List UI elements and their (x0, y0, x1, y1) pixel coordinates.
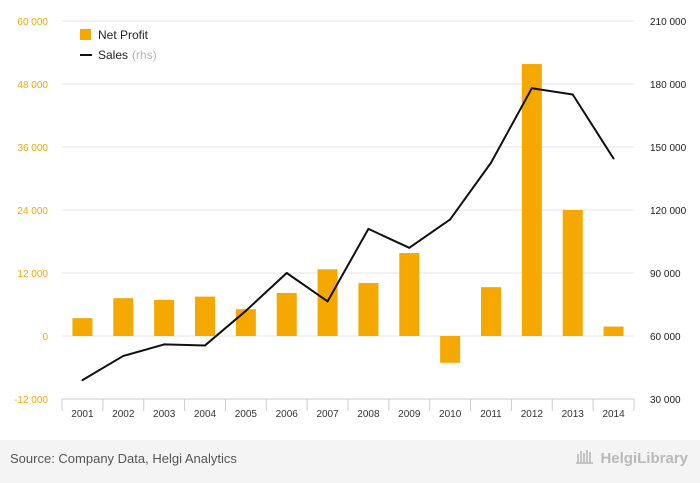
bar-net-profit (317, 269, 338, 336)
x-tick-label: 2003 (153, 409, 176, 420)
x-tick-label: 2014 (602, 409, 625, 420)
grid-layer (62, 20, 634, 400)
helgi-library-logo[interactable]: HelgiLibrary (576, 448, 688, 468)
source-text: Source: Company Data, Helgi Analytics (10, 451, 237, 466)
bar-net-profit (481, 287, 501, 336)
net-profit-sales-chart: -12 000 0 12 000 24 000 36 000 48 000 60 000 30… (14, 17, 687, 420)
y-left-tick-label: 36 000 (17, 143, 48, 154)
bar-net-profit (521, 64, 542, 337)
x-tick-label: 2012 (521, 409, 544, 420)
bar-net-profit (440, 336, 461, 363)
y-right-tick-label: 210 000 (650, 17, 687, 28)
bar-net-profit (72, 318, 93, 336)
bar-net-profit (399, 253, 420, 336)
legend: Net Profit Sales (rhs) (80, 28, 157, 62)
legend-note-rhs: (rhs) (132, 48, 157, 62)
x-tick-label: 2001 (71, 409, 94, 420)
axis-layer: -12 000 0 12 000 24 000 36 000 48 000 60 000 30… (14, 17, 687, 420)
point-sales (571, 93, 574, 96)
bar-net-profit (276, 292, 297, 336)
x-tick-label: 2013 (562, 409, 585, 420)
point-sales (244, 309, 247, 312)
point-sales (163, 343, 166, 346)
line-layer (81, 87, 615, 382)
x-tick-label: 2002 (112, 409, 135, 420)
point-sales (612, 157, 615, 160)
x-tick-label: 2008 (357, 409, 380, 420)
x-tick-label: 2010 (439, 409, 462, 420)
x-tick-label: 2006 (276, 409, 299, 420)
y-left-tick-label: 12 000 (17, 269, 48, 280)
bar-net-profit (113, 298, 134, 336)
y-right-tick-label: 60 000 (650, 332, 681, 343)
logo-text: HelgiLibrary (600, 449, 688, 467)
bar-net-profit (562, 210, 583, 336)
point-sales (285, 272, 288, 274)
x-tick-label: 2009 (398, 409, 421, 420)
point-sales (367, 227, 370, 230)
y-right-tick-label: 30 000 (650, 395, 681, 406)
legend-label-sales-row: Sales (rhs) (98, 48, 157, 62)
legend-label-net-profit: Net Profit (98, 28, 149, 42)
y-left-tick-label: 60 000 (17, 17, 48, 28)
point-sales (326, 300, 329, 303)
bar-net-profit (603, 326, 624, 336)
point-sales (81, 379, 84, 382)
point-sales (490, 161, 492, 164)
y-right-tick-label: 120 000 (650, 206, 687, 217)
y-left-tick-label: 0 (42, 332, 48, 343)
point-sales (204, 344, 206, 347)
bar-net-profit (235, 309, 256, 336)
legend-swatch-net-profit (80, 29, 91, 40)
x-tick-label: 2007 (316, 409, 339, 420)
legend-label-sales: Sales (98, 48, 128, 62)
x-tick-label: 2011 (480, 409, 502, 420)
point-sales (122, 354, 125, 357)
y-left-tick-label: -12 000 (14, 395, 48, 406)
y-right-tick-label: 90 000 (650, 269, 681, 280)
point-sales (449, 218, 452, 221)
x-tick-label: 2005 (235, 409, 258, 420)
y-left-tick-label: 48 000 (17, 80, 48, 91)
point-sales (408, 246, 411, 249)
y-left-tick-label: 24 000 (17, 206, 48, 217)
bar-net-profit (358, 282, 379, 336)
helgi-logo-icon (576, 448, 596, 468)
y-right-tick-label: 150 000 (650, 143, 687, 154)
bar-net-profit (154, 299, 175, 336)
bar-layer (72, 64, 624, 363)
footer-bar (0, 440, 700, 483)
point-sales (530, 87, 533, 90)
bar-net-profit (195, 296, 215, 336)
y-right-tick-label: 180 000 (650, 80, 687, 91)
line-sales (81, 87, 615, 381)
x-tick-label: 2004 (194, 409, 217, 420)
